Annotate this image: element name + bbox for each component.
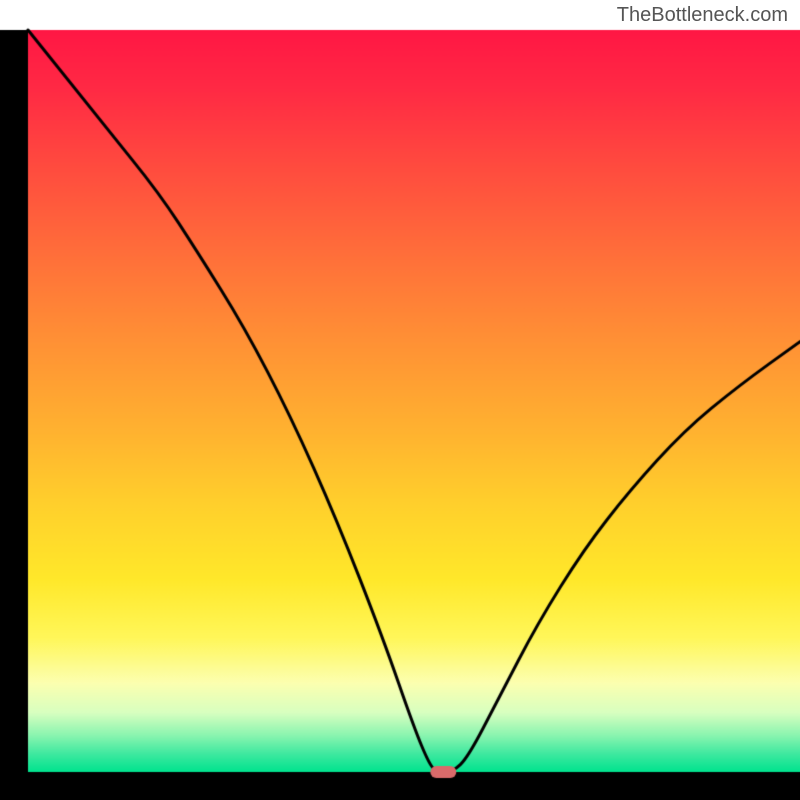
chart-container: TheBottleneck.com bbox=[0, 0, 800, 800]
watermark-label: TheBottleneck.com bbox=[615, 4, 790, 29]
bottleneck-chart-canvas bbox=[0, 0, 800, 800]
